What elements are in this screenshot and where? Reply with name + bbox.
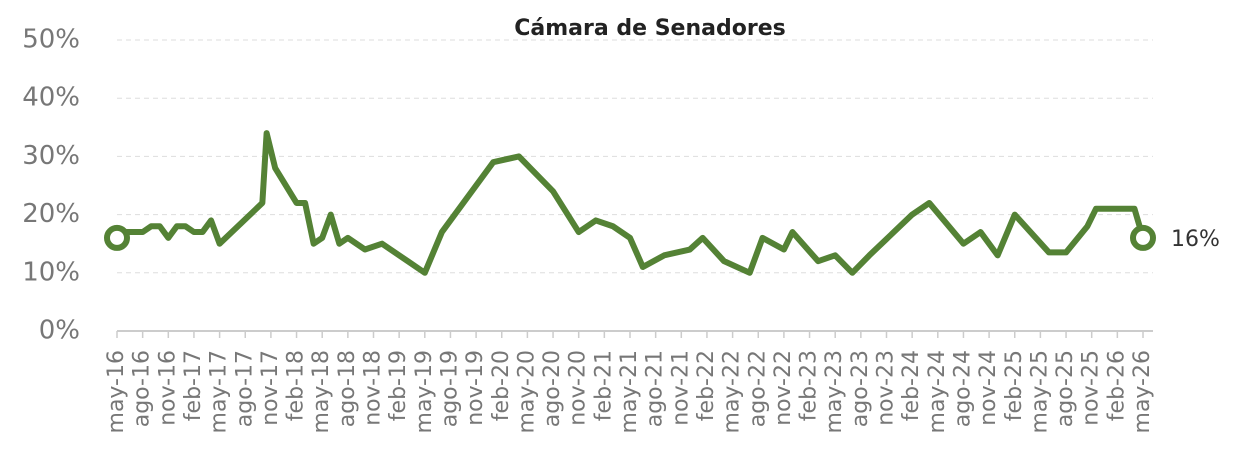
x-tick-label: may-22 bbox=[720, 350, 745, 433]
y-tick-label: 10% bbox=[22, 257, 80, 287]
x-tick-label: may-23 bbox=[822, 350, 847, 433]
x-tick-label: may-19 bbox=[412, 350, 437, 433]
x-tick-label: may-18 bbox=[309, 350, 334, 433]
x-tick-label: feb-23 bbox=[797, 350, 822, 421]
x-tick-label: ago-24 bbox=[950, 350, 975, 427]
x-tick-label: feb-25 bbox=[1002, 350, 1027, 421]
y-tick-label: 30% bbox=[22, 141, 80, 171]
x-tick-label: nov-17 bbox=[258, 350, 283, 426]
x-tick-label: feb-20 bbox=[489, 350, 514, 421]
x-tick-label: nov-18 bbox=[361, 350, 386, 426]
y-tick-label: 20% bbox=[22, 199, 80, 229]
x-tick-label: feb-19 bbox=[386, 350, 411, 421]
x-tick-label: may-25 bbox=[1027, 350, 1052, 433]
x-tick-label: ago-19 bbox=[437, 350, 462, 427]
y-tick-label: 50% bbox=[22, 25, 80, 55]
x-tick-label: ago-20 bbox=[540, 350, 565, 427]
x-tick-label: may-16 bbox=[104, 350, 129, 433]
x-tick-label: may-21 bbox=[617, 350, 642, 433]
x-tick-label: ago-21 bbox=[643, 350, 668, 427]
end-marker bbox=[104, 224, 130, 251]
x-tick-label: nov-25 bbox=[1079, 350, 1104, 426]
x-tick-label: ago-25 bbox=[1053, 350, 1078, 427]
x-tick-label: feb-18 bbox=[284, 350, 309, 421]
series-line bbox=[114, 130, 1146, 276]
x-tick-label: ago-23 bbox=[848, 350, 873, 427]
x-tick-label: ago-17 bbox=[232, 350, 257, 427]
x-tick-label: nov-24 bbox=[976, 350, 1001, 426]
chart-title: Cámara de Senadores bbox=[514, 16, 785, 41]
x-tick-label: feb-21 bbox=[591, 350, 616, 421]
x-tick-label: feb-24 bbox=[899, 350, 924, 421]
x-tick-label: ago-18 bbox=[335, 350, 360, 427]
x-tick-label: nov-16 bbox=[155, 350, 180, 426]
x-tick-label: nov-22 bbox=[771, 350, 796, 426]
data-label: 16% bbox=[1171, 227, 1220, 252]
x-tick-label: ago-16 bbox=[130, 350, 155, 427]
y-tick-label: 0% bbox=[39, 316, 80, 346]
x-tick-label: nov-21 bbox=[668, 350, 693, 426]
x-tick-label: ago-22 bbox=[745, 350, 770, 427]
x-tick-label: nov-23 bbox=[874, 350, 899, 426]
x-tick-label: nov-20 bbox=[566, 350, 591, 426]
x-tick-label: feb-26 bbox=[1104, 350, 1129, 421]
x-tick-label: may-26 bbox=[1130, 350, 1155, 433]
x-tick-label: nov-19 bbox=[463, 350, 488, 426]
end-marker bbox=[1130, 224, 1156, 251]
x-tick-label: may-17 bbox=[207, 350, 232, 433]
x-tick-label: feb-17 bbox=[181, 350, 206, 421]
x-tick-label: feb-22 bbox=[694, 350, 719, 421]
x-tick-label: may-24 bbox=[925, 350, 950, 433]
x-tick-label: may-20 bbox=[514, 350, 539, 433]
y-tick-label: 40% bbox=[22, 83, 80, 113]
